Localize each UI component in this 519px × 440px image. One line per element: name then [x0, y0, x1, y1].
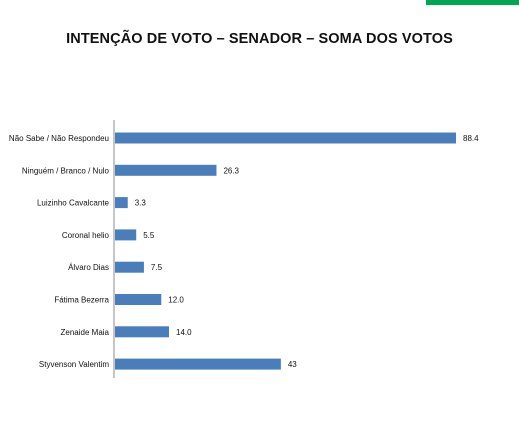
bar — [115, 164, 217, 176]
bar — [115, 229, 137, 241]
category-label: Não Sabe / Não Respondeu — [9, 134, 109, 143]
bar — [115, 261, 144, 273]
category-label: Fátima Bezerra — [54, 296, 109, 305]
brand-accent-bar — [426, 0, 519, 5]
category-label: Ninguém / Branco / Nulo — [22, 166, 110, 175]
data-label: 7.5 — [151, 263, 163, 272]
bar — [115, 358, 281, 370]
category-label: Coronal helio — [62, 231, 110, 240]
data-label: 43 — [288, 360, 297, 369]
chart-title: INTENÇÃO DE VOTO – SENADOR – SOMA DOS VO… — [66, 31, 453, 47]
bar — [115, 197, 128, 209]
data-label: 3.3 — [135, 199, 147, 208]
bar — [115, 326, 170, 338]
data-label: 88.4 — [463, 134, 479, 143]
bar — [115, 294, 162, 305]
category-label: Zenaide Maia — [61, 328, 110, 337]
category-label: Álvaro Dias — [68, 263, 109, 272]
data-label: 26.3 — [223, 166, 239, 175]
data-label: 14.0 — [176, 328, 192, 337]
category-label: Luizinho Cavalcante — [37, 199, 110, 208]
category-label: Styvenson Valentim — [39, 360, 109, 369]
bar — [115, 132, 456, 144]
data-label: 12.0 — [168, 296, 184, 305]
data-label: 5.5 — [143, 231, 155, 240]
